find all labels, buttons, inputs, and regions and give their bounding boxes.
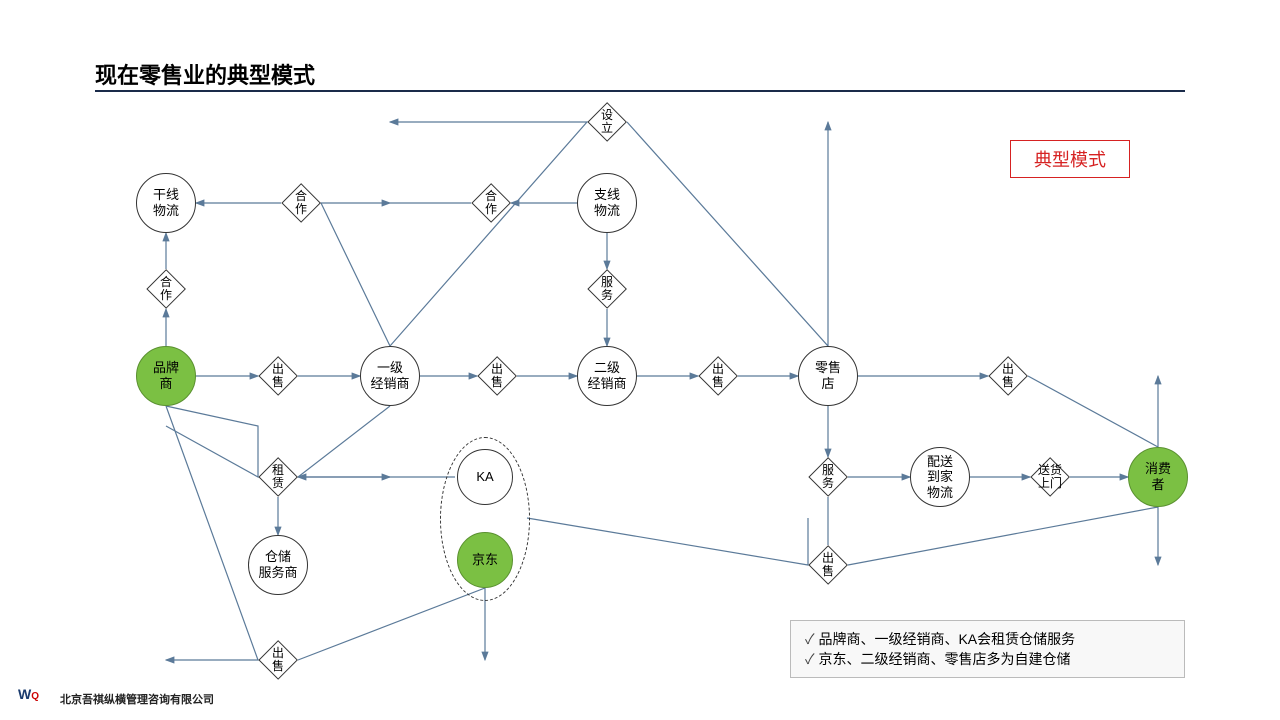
diamond-d_coop3: 合作 xyxy=(477,189,505,217)
edges-layer xyxy=(0,0,1280,720)
footer-text: 北京吾祺纵横管理咨询有限公司 xyxy=(60,691,214,707)
node-brand: 品牌商 xyxy=(136,346,196,406)
diamond-d_serv2: 服务 xyxy=(814,463,842,491)
title-underline xyxy=(95,90,1185,92)
node-delivery: 配送到家物流 xyxy=(910,447,970,507)
diamond-d_deliver: 送货上门 xyxy=(1036,463,1064,491)
node-dist2: 二级经销商 xyxy=(577,346,637,406)
diamond-d_setup: 设立 xyxy=(593,108,621,136)
diamond-d_rent: 租赁 xyxy=(264,463,292,491)
node-warehouse: 仓储服务商 xyxy=(248,535,308,595)
node-ka: KA xyxy=(457,449,513,505)
diamond-d_sell4: 出售 xyxy=(994,362,1022,390)
note-item: 京东、二级经销商、零售店多为自建仓储 xyxy=(805,649,1170,669)
diamond-d_serv1: 服务 xyxy=(593,275,621,303)
diamond-d_coop2: 合作 xyxy=(287,189,315,217)
page-title: 现在零售业的典型模式 xyxy=(95,58,315,90)
node-trunkline: 干线物流 xyxy=(136,173,196,233)
diamond-d_sell2: 出售 xyxy=(483,362,511,390)
footer-logo: WQ xyxy=(18,686,39,702)
legend-badge: 典型模式 xyxy=(1010,140,1130,178)
node-retail: 零售店 xyxy=(798,346,858,406)
diamond-d_sell1: 出售 xyxy=(264,362,292,390)
node-dist1: 一级经销商 xyxy=(360,346,420,406)
node-branchline: 支线物流 xyxy=(577,173,637,233)
node-jd: 京东 xyxy=(457,532,513,588)
note-item: 品牌商、一级经销商、KA会租赁仓储服务 xyxy=(805,629,1170,649)
node-consumer: 消费者 xyxy=(1128,447,1188,507)
diamond-d_sell3: 出售 xyxy=(704,362,732,390)
diamond-d_sell6: 出售 xyxy=(814,551,842,579)
diamond-d_sell5: 出售 xyxy=(264,646,292,674)
diamond-d_coop1: 合作 xyxy=(152,275,180,303)
notes-box: 品牌商、一级经销商、KA会租赁仓储服务 京东、二级经销商、零售店多为自建仓储 xyxy=(790,620,1185,678)
